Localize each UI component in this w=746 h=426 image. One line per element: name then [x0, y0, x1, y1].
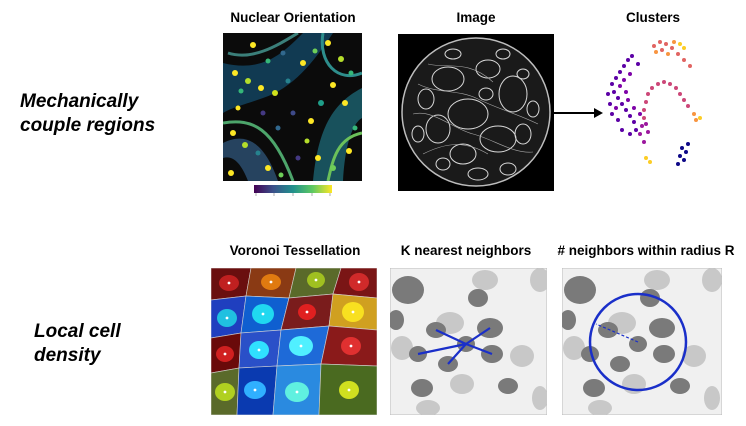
title-nuclear-orientation: Nuclear Orientation: [230, 10, 356, 25]
tissue-image: [398, 34, 554, 191]
title-clusters: Clusters: [625, 10, 681, 25]
row-label-density-line1: Local cell: [34, 321, 121, 342]
clusters-scatter: [606, 40, 702, 166]
voronoi-image: [211, 268, 377, 415]
title-image: Image: [456, 10, 496, 25]
knn-image: [390, 268, 547, 415]
radius-image: [562, 268, 722, 415]
row-label-density-line2: density: [34, 345, 101, 366]
title-knn: K nearest neighbors: [400, 243, 532, 258]
row-label-density: Local cell density: [34, 320, 121, 368]
title-radius: # neighbors within radius R: [557, 243, 735, 258]
title-voronoi: Voronoi Tessellation: [229, 243, 361, 258]
orientation-colorbar: [254, 185, 332, 196]
row-label-mechanical-line2: couple regions: [20, 115, 156, 136]
nuclear-orientation-image: [223, 33, 362, 181]
row-label-mechanical-line1: Mechanically: [20, 91, 139, 112]
arrow-icon: [554, 108, 603, 118]
row-label-mechanical: Mechanically couple regions: [20, 90, 155, 138]
